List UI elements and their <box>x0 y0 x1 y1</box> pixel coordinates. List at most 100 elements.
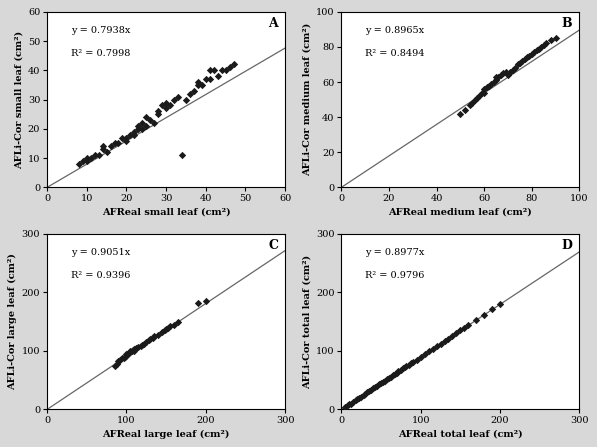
Point <box>205 76 214 83</box>
Point <box>390 370 400 377</box>
Point <box>122 137 131 144</box>
Text: B: B <box>562 17 573 30</box>
Point <box>110 362 119 369</box>
Point <box>229 61 238 68</box>
Point <box>181 96 190 103</box>
Point <box>359 391 368 398</box>
Text: y = 0.8977x: y = 0.8977x <box>365 248 424 257</box>
Point <box>496 72 506 79</box>
Point <box>370 384 380 391</box>
Point <box>373 383 382 390</box>
Text: R² = 0.7998: R² = 0.7998 <box>71 49 130 58</box>
Point <box>201 76 211 83</box>
Point <box>470 96 479 103</box>
Point <box>144 337 153 344</box>
Point <box>508 66 518 73</box>
Point <box>165 323 175 330</box>
Point <box>346 400 356 407</box>
Point <box>378 378 387 385</box>
Point <box>475 93 484 100</box>
Point <box>98 143 107 150</box>
Point <box>487 80 496 87</box>
Point <box>213 72 223 80</box>
Point <box>217 67 226 74</box>
Point <box>201 298 211 305</box>
Point <box>479 311 489 318</box>
Point <box>205 67 214 74</box>
Point <box>522 54 532 61</box>
Text: D: D <box>561 239 573 252</box>
Point <box>484 82 494 89</box>
Point <box>546 36 556 43</box>
Point <box>189 87 199 94</box>
Point <box>153 108 163 115</box>
Point <box>170 321 179 328</box>
Point <box>506 68 515 75</box>
X-axis label: AFReal medium leaf (cm²): AFReal medium leaf (cm²) <box>389 207 533 216</box>
Point <box>525 52 534 59</box>
Y-axis label: AFLi-Cor medium leaf (cm²): AFLi-Cor medium leaf (cm²) <box>303 23 312 176</box>
Point <box>110 140 119 147</box>
Point <box>124 349 134 356</box>
Point <box>440 337 450 345</box>
Point <box>376 380 386 387</box>
Point <box>141 122 151 130</box>
Point <box>362 389 371 396</box>
Point <box>106 143 115 150</box>
Point <box>130 131 139 138</box>
Point <box>428 346 438 353</box>
Point <box>127 347 137 354</box>
Point <box>177 152 187 159</box>
Point <box>149 119 159 127</box>
Point <box>130 346 139 353</box>
Point <box>161 99 171 106</box>
Point <box>221 67 230 74</box>
Text: R² = 0.9396: R² = 0.9396 <box>71 271 130 280</box>
Point <box>130 347 139 354</box>
Point <box>452 330 461 337</box>
Point <box>479 89 489 96</box>
Point <box>173 93 183 100</box>
Point <box>349 398 358 405</box>
Point <box>527 51 537 58</box>
Point <box>534 45 544 52</box>
Point <box>364 388 374 395</box>
Point <box>487 306 497 313</box>
Point <box>551 34 561 42</box>
Point <box>491 77 501 84</box>
Point <box>82 155 91 162</box>
Point <box>131 344 141 351</box>
Point <box>120 353 130 360</box>
Text: y = 0.8965x: y = 0.8965x <box>365 26 424 35</box>
Point <box>134 125 143 132</box>
Point <box>343 402 352 409</box>
Point <box>416 353 426 360</box>
Point <box>163 324 173 331</box>
Point <box>384 374 394 381</box>
Text: y = 0.9051x: y = 0.9051x <box>71 248 130 257</box>
Point <box>102 149 112 156</box>
Point <box>489 79 498 86</box>
Point <box>137 342 147 349</box>
Point <box>482 84 491 91</box>
Point <box>86 155 96 162</box>
Point <box>193 81 202 89</box>
Point <box>141 338 151 346</box>
Point <box>400 364 410 371</box>
Point <box>158 328 167 335</box>
Point <box>496 300 505 308</box>
Point <box>383 375 392 383</box>
Point <box>498 70 508 77</box>
Point <box>161 325 171 332</box>
Point <box>472 316 481 324</box>
Point <box>388 372 398 379</box>
Point <box>420 351 429 358</box>
Point <box>122 352 131 359</box>
Point <box>477 89 487 96</box>
Point <box>123 350 133 358</box>
Point <box>515 59 525 66</box>
Point <box>136 343 146 350</box>
Point <box>113 140 123 147</box>
Point <box>444 335 453 342</box>
Point <box>158 102 167 109</box>
